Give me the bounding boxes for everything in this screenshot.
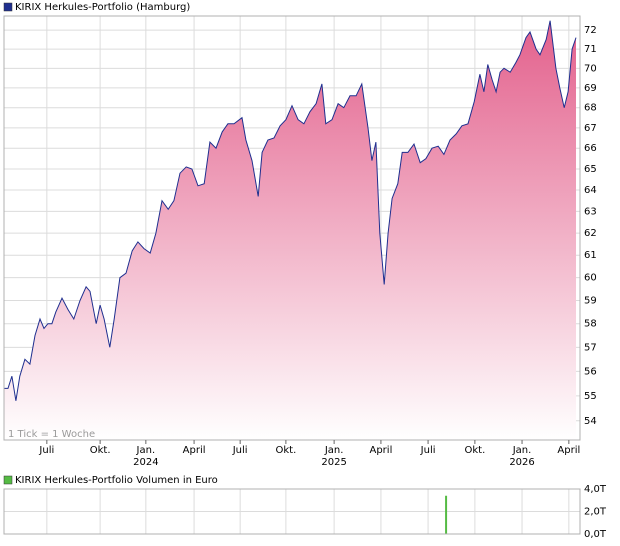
y-tick-label: 68 <box>584 103 597 114</box>
x-tick-label: April <box>183 445 206 456</box>
y-tick-label: 56 <box>584 366 597 377</box>
y-tick-label: 60 <box>584 273 597 284</box>
y-tick-label: 55 <box>584 391 597 402</box>
y-tick-label: 66 <box>584 143 597 154</box>
x-tick-label: Juli <box>420 445 436 456</box>
plot-frame <box>3 488 581 535</box>
area-fill <box>4 20 576 440</box>
y-tick-label: 72 <box>584 25 597 36</box>
x-year-label: 2026 <box>509 457 534 468</box>
y-tick-label: 67 <box>584 123 597 134</box>
x-tick-label: April <box>557 445 580 456</box>
x-tick-label: Jan. <box>512 445 532 456</box>
plot-frame <box>3 15 581 441</box>
chart-title: KIRIX Herkules-Portfolio Volumen in Euro <box>15 475 218 486</box>
y-tick-label: 69 <box>584 83 597 94</box>
y-tick-label: 61 <box>584 250 597 261</box>
x-tick-label: Okt. <box>90 445 111 456</box>
y-tick-label: 2,0T <box>584 507 607 518</box>
y-tick-label: 57 <box>584 342 597 353</box>
y-tick-label: 65 <box>584 164 597 175</box>
x-tick-label: April <box>369 445 392 456</box>
x-tick-label: Okt. <box>464 445 485 456</box>
y-tick-label: 70 <box>584 63 597 74</box>
y-tick-label: 62 <box>584 228 597 239</box>
legend-swatch <box>3 475 13 485</box>
y-tick-label: 59 <box>584 295 597 306</box>
x-year-label: 2025 <box>321 457 346 468</box>
x-year-label: 2024 <box>133 457 158 468</box>
volume-bar <box>445 495 448 534</box>
y-tick-label: 58 <box>584 319 597 330</box>
x-tick-label: Juli <box>38 445 54 456</box>
annotation: 1 Tick = 1 Woche <box>8 429 95 440</box>
y-tick-label: 64 <box>584 185 597 196</box>
y-tick-label: 0,0T <box>584 529 607 540</box>
chart-title: KIRIX Herkules-Portfolio (Hamburg) <box>15 2 190 13</box>
price-line <box>4 20 577 401</box>
y-tick-label: 54 <box>584 416 597 427</box>
y-tick-label: 71 <box>584 44 597 55</box>
x-tick-label: Juli <box>232 445 248 456</box>
legend-swatch <box>3 2 13 12</box>
x-tick-label: Jan. <box>324 445 344 456</box>
y-tick-label: 63 <box>584 206 597 217</box>
x-tick-label: Okt. <box>275 445 296 456</box>
y-tick-label: 4,0T <box>584 484 607 495</box>
x-tick-label: Jan. <box>136 445 156 456</box>
